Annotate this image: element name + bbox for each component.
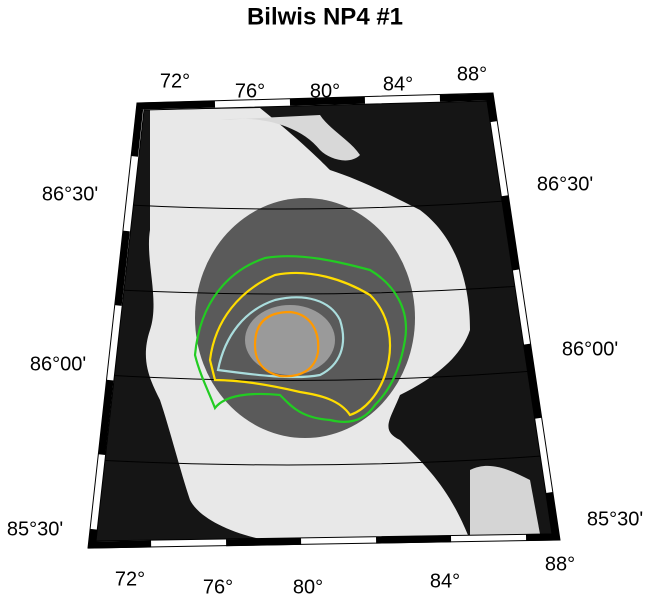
parallels [96,199,552,466]
right-label: 86°00' [562,338,618,360]
image [96,101,552,541]
bottom-label: 76° [203,576,233,598]
contours [193,255,408,423]
left-label: 86°30' [42,183,98,205]
top-label: 84° [383,73,413,95]
top-label: 80° [310,80,340,102]
bottom-label: 80° [293,576,323,598]
top-label: 72° [160,70,190,92]
top-label: 76° [235,80,265,102]
left-label: 85°30' [7,518,63,540]
bright-patch [220,115,360,161]
bottom-label: 84° [430,570,460,592]
bottom-label: 72° [115,568,145,590]
frame [87,92,561,549]
crater-center [245,305,335,375]
bottom-label: 88° [545,553,575,575]
bright-patch [470,465,540,540]
left-label: 86°00' [30,353,86,375]
right-label: 85°30' [587,508,643,530]
map-title: Bilwis NP4 #1 [247,3,403,30]
graticule-labels: 72° 76° 80° 84° 88° 72° 76° 80° 84° 88° 86°30' 86°0… [7,63,643,598]
right-label: 86°30' [537,173,593,195]
top-label: 88° [457,63,487,85]
